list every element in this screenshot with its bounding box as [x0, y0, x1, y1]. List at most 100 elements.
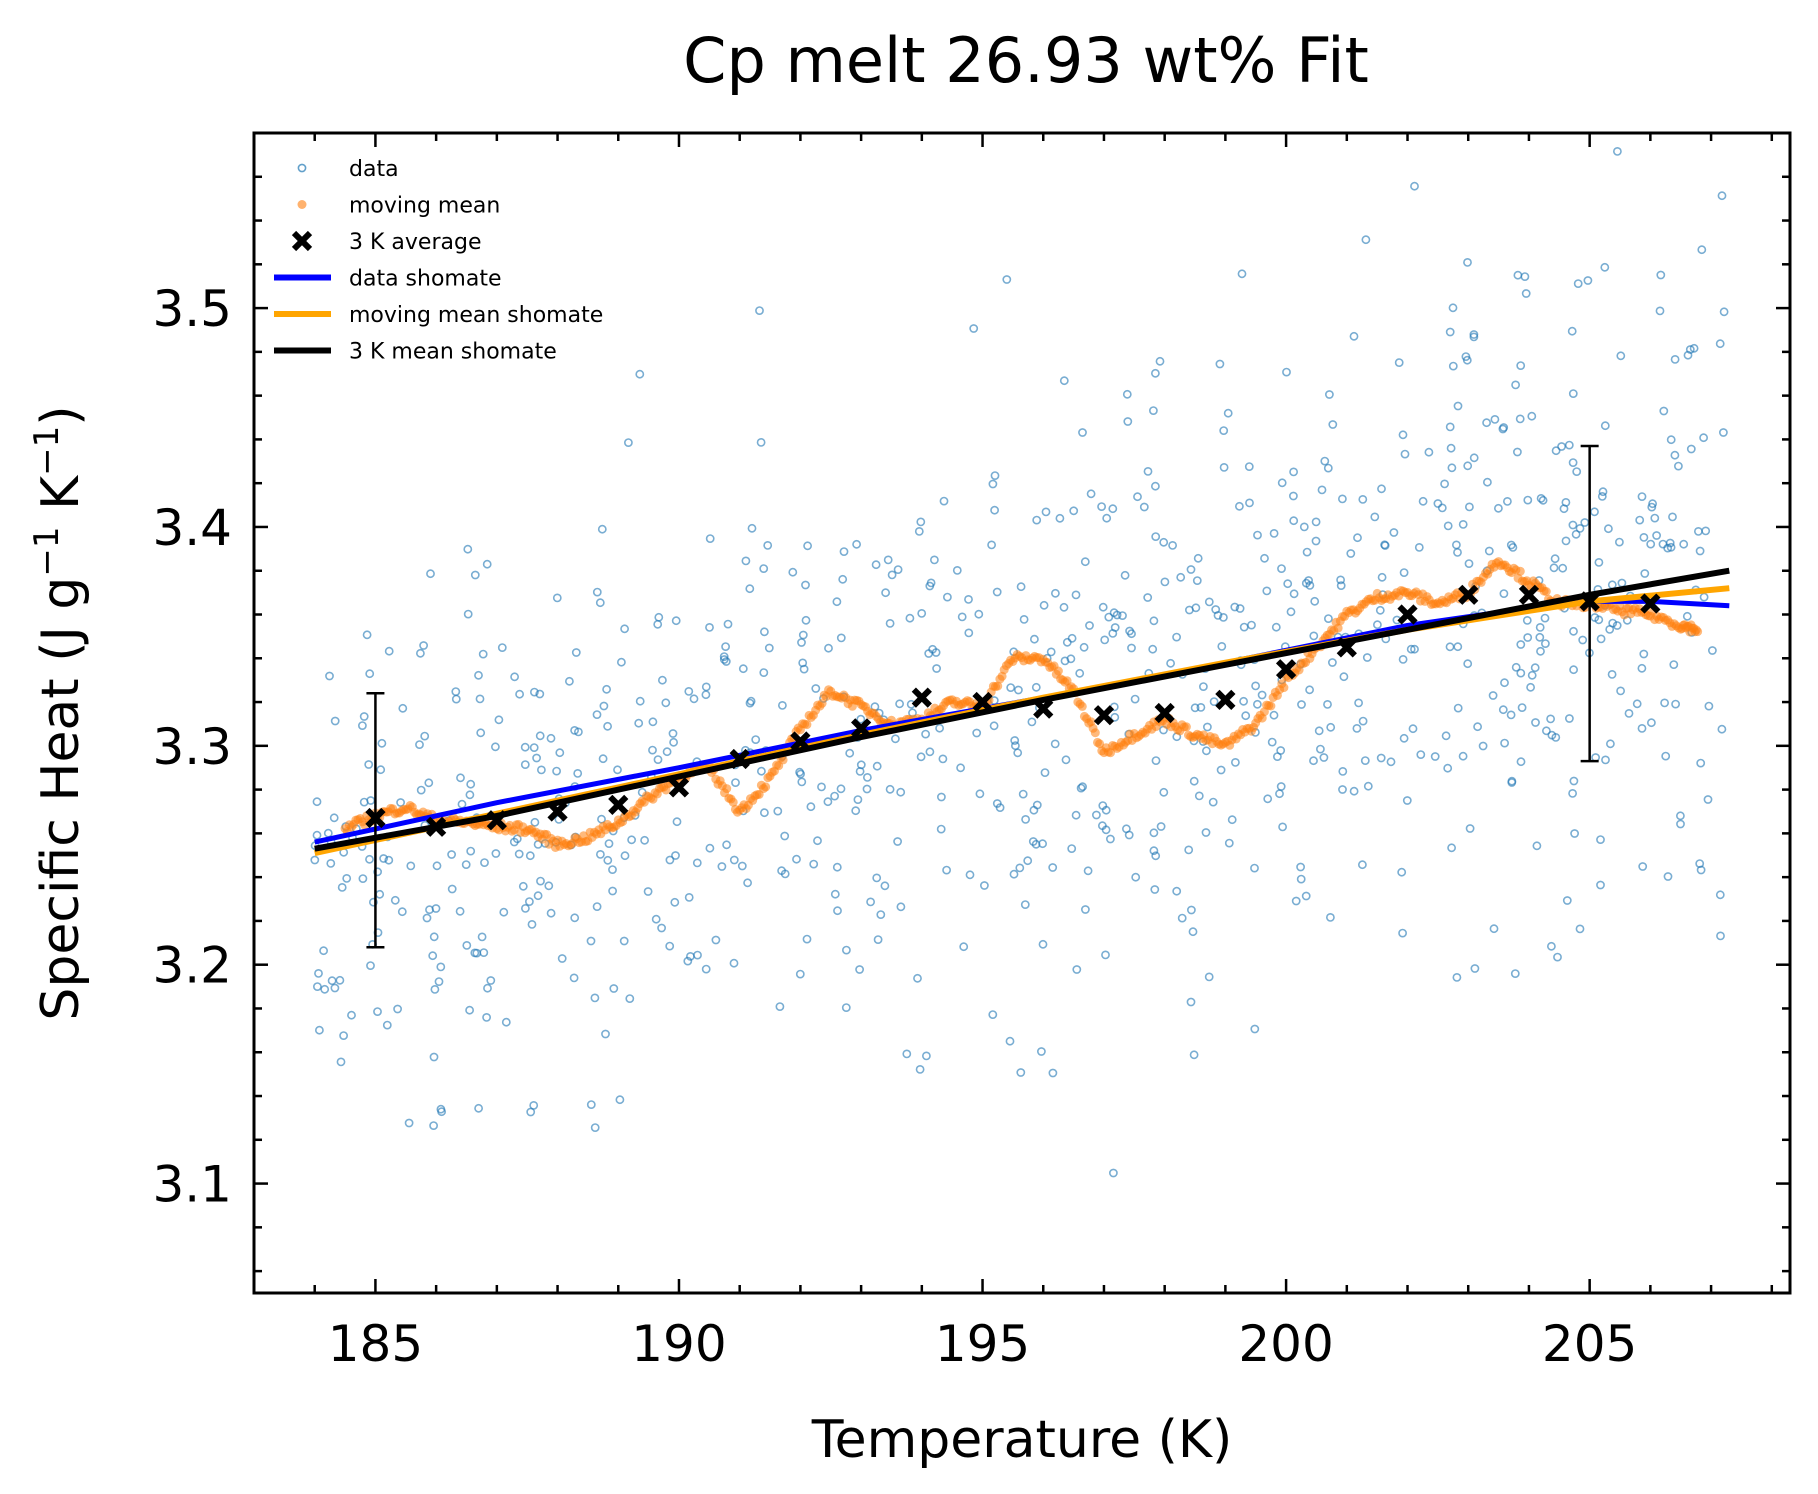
data-point — [1189, 1050, 1199, 1060]
moving-mean-point — [778, 755, 788, 765]
data-point — [895, 699, 904, 709]
data-point — [764, 643, 774, 653]
data-point — [329, 813, 339, 823]
legend-label: data — [349, 157, 399, 182]
data-point — [592, 902, 602, 911]
data-point — [747, 523, 757, 533]
data-point — [1209, 697, 1219, 706]
data-point — [1568, 520, 1578, 530]
data-point — [1317, 485, 1327, 495]
data-point — [1550, 554, 1560, 564]
data-point — [1235, 501, 1244, 511]
data-point — [773, 806, 783, 816]
data-point — [1375, 605, 1385, 615]
data-point — [1239, 696, 1248, 706]
data-point — [586, 936, 596, 946]
data-point — [1219, 426, 1229, 435]
moving-mean-point — [1106, 748, 1115, 758]
data-point — [1508, 543, 1518, 552]
data-point — [373, 867, 382, 877]
data-point — [1015, 863, 1025, 873]
data-point — [896, 787, 906, 797]
data-point — [806, 802, 816, 812]
data-point — [1250, 1024, 1260, 1034]
data-point — [1216, 765, 1226, 775]
data-point — [1445, 422, 1455, 432]
data-point — [665, 855, 675, 865]
avg-marker — [1275, 659, 1297, 680]
x-axis: 185 190 195 200 205 — [252, 133, 1774, 1373]
data-point — [1185, 605, 1194, 615]
data-point — [1309, 631, 1319, 641]
data-point — [312, 982, 322, 991]
data-point — [1311, 536, 1321, 546]
data-point — [365, 854, 374, 864]
data-point — [1020, 900, 1030, 909]
three-k-mean-shomate-line — [314, 567, 1730, 852]
data-point — [856, 760, 866, 770]
data-point — [1051, 588, 1060, 598]
data-point — [845, 748, 855, 758]
data-point — [624, 438, 633, 447]
legend-item: 3 K average — [291, 230, 481, 255]
data-point — [462, 941, 472, 950]
data-point — [1590, 613, 1600, 622]
data-point — [1039, 600, 1049, 610]
data-point — [1038, 939, 1048, 949]
data-point — [866, 897, 875, 907]
data-point — [1349, 331, 1359, 341]
data-point — [872, 873, 882, 883]
data-point — [634, 718, 644, 728]
data-point — [1177, 913, 1187, 923]
data-point — [1597, 491, 1607, 501]
data-point — [590, 993, 600, 1003]
data-point — [518, 881, 528, 891]
data-point — [643, 887, 653, 896]
moving-mean-point — [993, 681, 1003, 691]
data-point — [1445, 327, 1455, 337]
data-point — [494, 715, 504, 725]
data-point — [330, 983, 340, 993]
data-point — [756, 437, 766, 447]
data-point — [743, 878, 752, 888]
data-point — [1639, 649, 1649, 659]
data-point — [603, 721, 612, 731]
data-point — [1127, 643, 1136, 653]
data-point — [883, 555, 893, 565]
data-point — [755, 306, 764, 315]
data-point — [1715, 890, 1725, 900]
avg-marker — [668, 777, 690, 798]
data-point — [723, 619, 733, 629]
data-point — [1184, 845, 1194, 855]
data-point — [853, 795, 863, 804]
data-point — [1062, 637, 1072, 647]
data-point — [1695, 546, 1705, 556]
data-point — [1028, 837, 1038, 846]
data-point — [1122, 389, 1132, 399]
legend-swatch-data — [297, 163, 307, 173]
data-point — [1002, 275, 1012, 284]
data-point — [855, 965, 864, 974]
data-point — [640, 835, 649, 845]
data-point — [916, 517, 926, 527]
data-point — [359, 712, 369, 721]
data-point — [1612, 621, 1622, 630]
data-point — [326, 859, 336, 868]
data-point — [1527, 411, 1537, 421]
data-point — [1075, 668, 1085, 678]
data-point — [1441, 731, 1451, 741]
data-point — [1655, 306, 1665, 316]
data-point — [420, 731, 430, 741]
data-point — [1354, 698, 1363, 708]
data-point — [871, 560, 881, 570]
data-point — [1166, 658, 1175, 668]
data-point — [320, 984, 330, 994]
avg-marker-stroke — [1275, 659, 1297, 680]
data-point — [424, 778, 434, 788]
data-point — [1606, 739, 1615, 749]
data-point — [830, 889, 840, 899]
data-point — [514, 849, 524, 859]
data-point — [1092, 810, 1101, 820]
data-point — [608, 886, 617, 896]
data-point — [436, 962, 446, 972]
